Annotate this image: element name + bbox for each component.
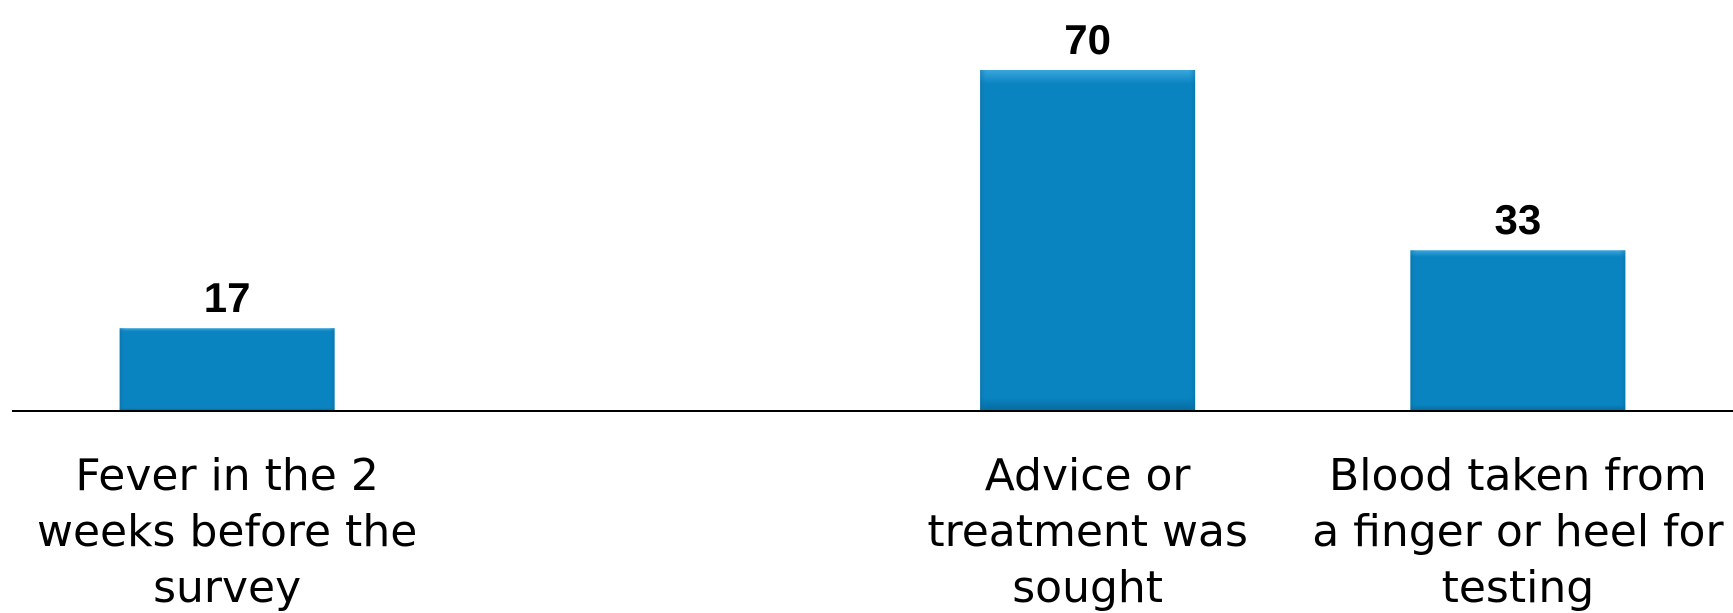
- data-label-0: 17: [204, 274, 251, 321]
- bar-2-edge: [980, 70, 1196, 411]
- category-label-2-line-1: treatment was: [927, 506, 1248, 557]
- data-label-2: 70: [1064, 16, 1111, 63]
- category-label-3-line-0: Blood taken from: [1329, 450, 1707, 501]
- category-label-0: Fever in the 2 weeks before the survey: [37, 450, 417, 613]
- category-label-0-line-1: weeks before the: [37, 506, 417, 557]
- bars-group: [119, 70, 1626, 411]
- category-labels-group: Fever in the 2 weeks before the survey Advi…: [37, 450, 1724, 613]
- category-label-2-line-0: Advice or: [985, 450, 1192, 501]
- category-label-0-line-0: Fever in the 2: [75, 450, 378, 501]
- bar-3-edge: [1410, 250, 1626, 411]
- category-label-3-line-2: testing: [1442, 562, 1595, 613]
- bar-0-edge: [119, 328, 335, 411]
- category-label-3-line-1: a finger or heel for: [1312, 506, 1724, 557]
- category-label-2: Advice or treatment was sought: [927, 450, 1248, 613]
- category-label-0-line-2: survey: [153, 562, 301, 613]
- data-label-3: 33: [1495, 196, 1542, 243]
- data-labels-group: 17 70 33: [204, 16, 1541, 321]
- category-label-3: Blood taken from a finger or heel for test…: [1312, 450, 1724, 613]
- category-label-2-line-2: sought: [1012, 562, 1163, 613]
